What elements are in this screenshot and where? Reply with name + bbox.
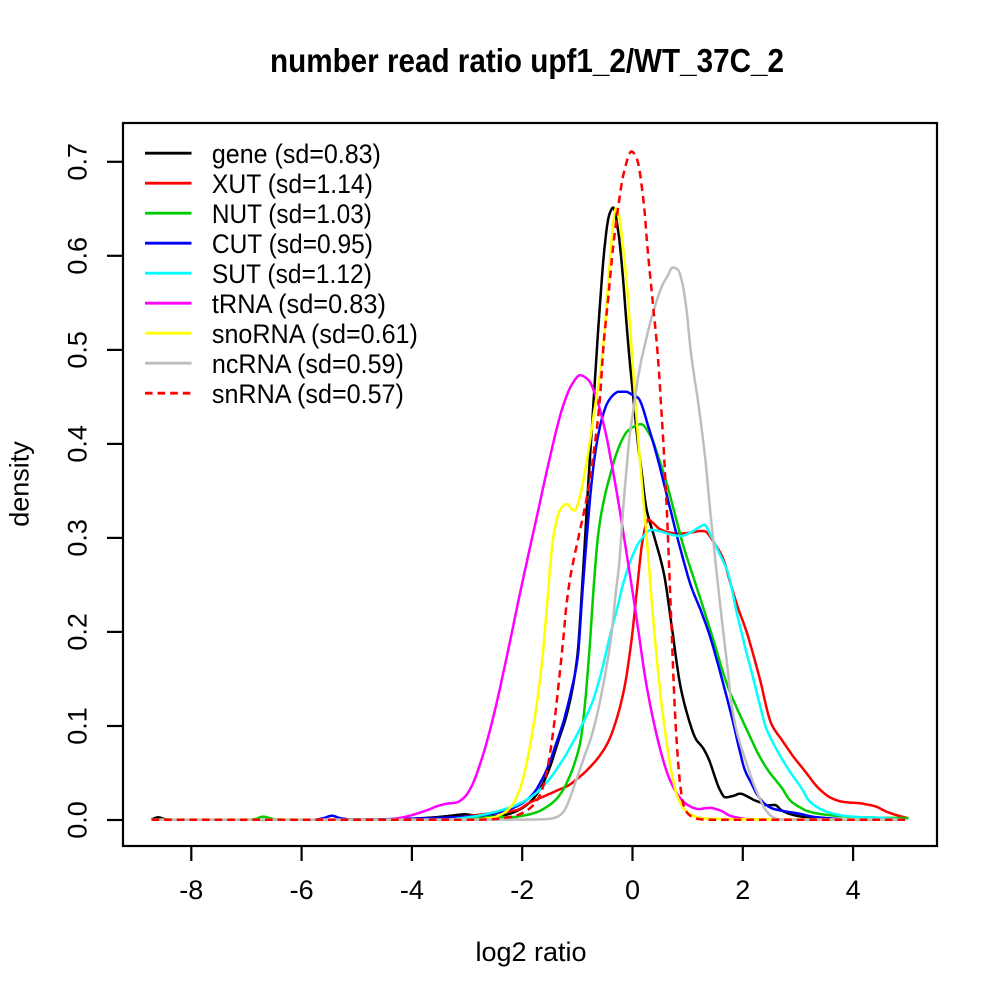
svg-text:NUT (sd=1.03): NUT (sd=1.03): [212, 199, 372, 229]
svg-text:0.7: 0.7: [63, 143, 93, 181]
svg-text:SUT (sd=1.12): SUT (sd=1.12): [212, 259, 372, 289]
svg-text:snoRNA (sd=0.61): snoRNA (sd=0.61): [212, 319, 418, 349]
svg-text:tRNA (sd=0.83): tRNA (sd=0.83): [212, 289, 386, 319]
svg-text:0.4: 0.4: [63, 425, 93, 463]
svg-text:log2 ratio: log2 ratio: [475, 937, 586, 967]
svg-text:CUT (sd=0.95): CUT (sd=0.95): [212, 229, 373, 259]
svg-text:0.1: 0.1: [63, 707, 93, 745]
svg-text:0.5: 0.5: [63, 331, 93, 369]
svg-text:gene (sd=0.83): gene (sd=0.83): [212, 139, 381, 169]
svg-text:4: 4: [846, 875, 861, 905]
svg-text:density: density: [5, 441, 35, 527]
svg-text:number read ratio upf1_2/WT_37: number read ratio upf1_2/WT_37C_2: [270, 42, 784, 79]
svg-text:XUT (sd=1.14): XUT (sd=1.14): [212, 169, 373, 199]
svg-text:0.6: 0.6: [63, 237, 93, 275]
svg-text:0.2: 0.2: [63, 613, 93, 651]
svg-text:0: 0: [625, 875, 640, 905]
svg-text:ncRNA (sd=0.59): ncRNA (sd=0.59): [212, 349, 404, 379]
svg-text:-8: -8: [179, 875, 203, 905]
svg-text:-6: -6: [290, 875, 314, 905]
svg-text:-2: -2: [510, 875, 534, 905]
svg-text:0.0: 0.0: [63, 801, 93, 839]
svg-text:0.3: 0.3: [63, 519, 93, 557]
svg-text:2: 2: [735, 875, 750, 905]
svg-text:-4: -4: [400, 875, 424, 905]
svg-text:snRNA (sd=0.57): snRNA (sd=0.57): [212, 379, 404, 409]
